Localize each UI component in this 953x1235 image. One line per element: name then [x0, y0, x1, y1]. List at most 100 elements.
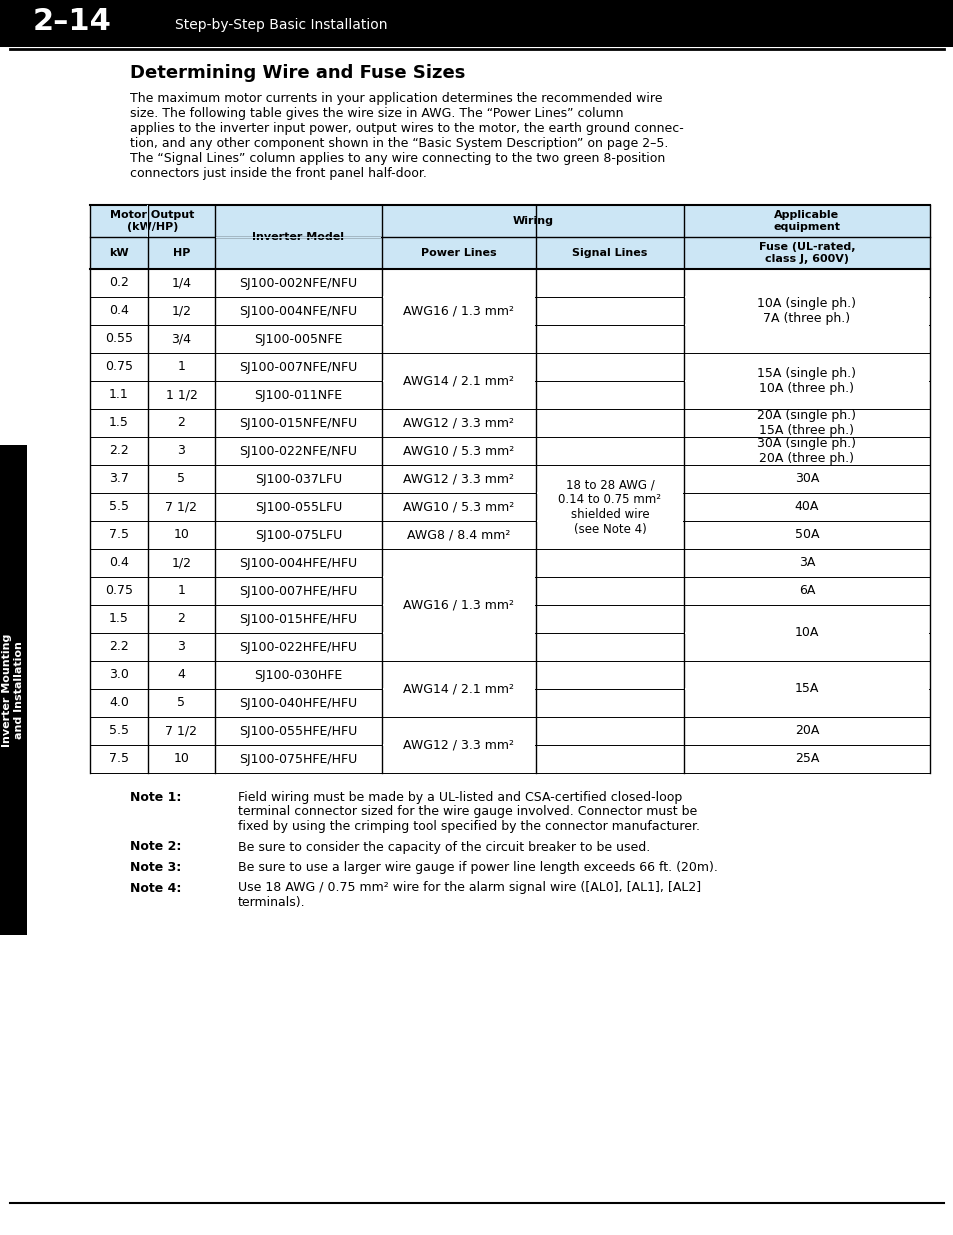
Text: SJ100-055LFU: SJ100-055LFU: [254, 500, 342, 514]
Text: tion, and any other component shown in the “Basic System Description” on page 2–: tion, and any other component shown in t…: [130, 137, 668, 149]
Text: 1.5: 1.5: [109, 416, 129, 430]
Text: SJ100-005NFE: SJ100-005NFE: [254, 332, 342, 346]
Text: AWG16 / 1.3 mm²: AWG16 / 1.3 mm²: [403, 305, 514, 317]
Text: 4.0: 4.0: [109, 697, 129, 709]
Text: SJ100-075LFU: SJ100-075LFU: [254, 529, 342, 541]
Text: SJ100-022NFE/NFU: SJ100-022NFE/NFU: [239, 445, 357, 457]
Text: Field wiring must be made by a UL-listed and CSA-certified closed-loop: Field wiring must be made by a UL-listed…: [237, 790, 681, 804]
Text: Note 1:: Note 1:: [130, 790, 181, 804]
Bar: [0, 445, 27, 935]
Text: Signal Lines: Signal Lines: [572, 248, 647, 258]
Text: size. The following table gives the wire size in AWG. The “Power Lines” column: size. The following table gives the wire…: [130, 107, 623, 120]
Bar: [90, 205, 929, 773]
Text: 1: 1: [177, 584, 185, 598]
Text: 3: 3: [177, 445, 185, 457]
Text: Applicable
equipment: Applicable equipment: [773, 210, 840, 232]
Text: 20A: 20A: [794, 725, 819, 737]
Text: 30A (single ph.)
20A (three ph.): 30A (single ph.) 20A (three ph.): [757, 437, 856, 466]
Bar: [148, 205, 149, 237]
Text: 1/4: 1/4: [172, 277, 192, 289]
Text: 0.75: 0.75: [105, 361, 132, 373]
Text: Be sure to consider the capacity of the circuit breaker to be used.: Be sure to consider the capacity of the …: [237, 841, 650, 853]
Text: 1: 1: [177, 361, 185, 373]
Text: Note 3:: Note 3:: [130, 861, 181, 874]
Text: Fuse (UL-rated,
class J, 600V): Fuse (UL-rated, class J, 600V): [758, 242, 854, 264]
Text: kW: kW: [109, 248, 129, 258]
Text: AWG12 / 3.3 mm²: AWG12 / 3.3 mm²: [403, 416, 514, 430]
Text: SJ100-002NFE/NFU: SJ100-002NFE/NFU: [239, 277, 357, 289]
Text: 20A (single ph.)
15A (three ph.): 20A (single ph.) 15A (three ph.): [757, 409, 856, 437]
Text: Step-by-Step Basic Installation: Step-by-Step Basic Installation: [174, 19, 387, 32]
Bar: [90, 237, 929, 269]
Text: 0.4: 0.4: [109, 305, 129, 317]
Text: Power Lines: Power Lines: [420, 248, 497, 258]
Text: The maximum motor currents in your application determines the recommended wire: The maximum motor currents in your appli…: [130, 91, 661, 105]
Text: 5: 5: [177, 473, 185, 485]
Text: Determining Wire and Fuse Sizes: Determining Wire and Fuse Sizes: [130, 64, 465, 82]
Text: 1.5: 1.5: [109, 613, 129, 625]
Text: Motor Output
(kW/HP): Motor Output (kW/HP): [111, 210, 194, 232]
Text: SJ100-007NFE/NFU: SJ100-007NFE/NFU: [239, 361, 357, 373]
Text: 1/2: 1/2: [172, 557, 192, 569]
Text: 5: 5: [177, 697, 185, 709]
Text: 3/4: 3/4: [172, 332, 192, 346]
Text: Note 2:: Note 2:: [130, 841, 181, 853]
Bar: [90, 205, 929, 237]
Text: fixed by using the crimping tool specified by the connector manufacturer.: fixed by using the crimping tool specifi…: [237, 820, 700, 832]
Text: 7 1/2: 7 1/2: [165, 500, 197, 514]
Text: 18 to 28 AWG /
0.14 to 0.75 mm²
shielded wire
(see Note 4): 18 to 28 AWG / 0.14 to 0.75 mm² shielded…: [558, 478, 660, 536]
Text: AWG10 / 5.3 mm²: AWG10 / 5.3 mm²: [403, 445, 514, 457]
Text: AWG10 / 5.3 mm²: AWG10 / 5.3 mm²: [403, 500, 514, 514]
Text: 3: 3: [177, 641, 185, 653]
Text: 4: 4: [177, 668, 185, 682]
Bar: [0, 0, 953, 47]
Text: Note 4:: Note 4:: [130, 882, 181, 894]
Text: 3A: 3A: [798, 557, 814, 569]
Text: SJ100-030HFE: SJ100-030HFE: [254, 668, 342, 682]
Text: SJ100-040HFE/HFU: SJ100-040HFE/HFU: [239, 697, 357, 709]
Text: 2: 2: [177, 613, 185, 625]
Text: SJ100-004NFE/NFU: SJ100-004NFE/NFU: [239, 305, 357, 317]
Text: terminals).: terminals).: [237, 897, 305, 909]
Text: 3.7: 3.7: [109, 473, 129, 485]
Text: SJ100-055HFE/HFU: SJ100-055HFE/HFU: [239, 725, 357, 737]
Text: applies to the inverter input power, output wires to the motor, the earth ground: applies to the inverter input power, out…: [130, 122, 683, 135]
Text: 10: 10: [173, 529, 190, 541]
Text: Use 18 AWG / 0.75 mm² wire for the alarm signal wire ([AL0], [AL1], [AL2]: Use 18 AWG / 0.75 mm² wire for the alarm…: [237, 882, 700, 894]
Text: 0.2: 0.2: [109, 277, 129, 289]
Text: AWG12 / 3.3 mm²: AWG12 / 3.3 mm²: [403, 473, 514, 485]
Text: 0.4: 0.4: [109, 557, 129, 569]
Text: 0.75: 0.75: [105, 584, 132, 598]
Text: 6A: 6A: [798, 584, 814, 598]
Text: Inverter Model: Inverter Model: [253, 232, 344, 242]
Text: 7.5: 7.5: [109, 529, 129, 541]
Text: SJ100-015NFE/NFU: SJ100-015NFE/NFU: [239, 416, 357, 430]
Text: 2.2: 2.2: [109, 445, 129, 457]
Text: 2.2: 2.2: [109, 641, 129, 653]
Text: Inverter Mounting
and Installation: Inverter Mounting and Installation: [2, 634, 24, 747]
Text: 10: 10: [173, 752, 190, 766]
Text: 7.5: 7.5: [109, 752, 129, 766]
Text: 2–14: 2–14: [32, 7, 112, 37]
Text: SJ100-011NFE: SJ100-011NFE: [254, 389, 342, 401]
Text: 7 1/2: 7 1/2: [165, 725, 197, 737]
Text: AWG8 / 8.4 mm²: AWG8 / 8.4 mm²: [407, 529, 510, 541]
Text: Wiring: Wiring: [512, 216, 553, 226]
Text: SJ100-075HFE/HFU: SJ100-075HFE/HFU: [239, 752, 357, 766]
Text: SJ100-037LFU: SJ100-037LFU: [254, 473, 342, 485]
Text: connectors just inside the front panel half-door.: connectors just inside the front panel h…: [130, 167, 426, 180]
Text: SJ100-015HFE/HFU: SJ100-015HFE/HFU: [239, 613, 357, 625]
Text: 50A: 50A: [794, 529, 819, 541]
Text: 10A (single ph.)
7A (three ph.): 10A (single ph.) 7A (three ph.): [757, 296, 856, 325]
Text: 2: 2: [177, 416, 185, 430]
Text: 0.55: 0.55: [105, 332, 132, 346]
Text: AWG16 / 1.3 mm²: AWG16 / 1.3 mm²: [403, 599, 514, 611]
Text: terminal connector sized for the wire gauge involved. Connector must be: terminal connector sized for the wire ga…: [237, 805, 697, 819]
Text: The “Signal Lines” column applies to any wire connecting to the two green 8-posi: The “Signal Lines” column applies to any…: [130, 152, 664, 165]
Text: 15A: 15A: [794, 683, 819, 695]
Text: 15A (single ph.)
10A (three ph.): 15A (single ph.) 10A (three ph.): [757, 367, 856, 395]
Text: 1/2: 1/2: [172, 305, 192, 317]
Text: SJ100-007HFE/HFU: SJ100-007HFE/HFU: [239, 584, 357, 598]
Text: 40A: 40A: [794, 500, 819, 514]
Text: AWG12 / 3.3 mm²: AWG12 / 3.3 mm²: [403, 739, 514, 752]
